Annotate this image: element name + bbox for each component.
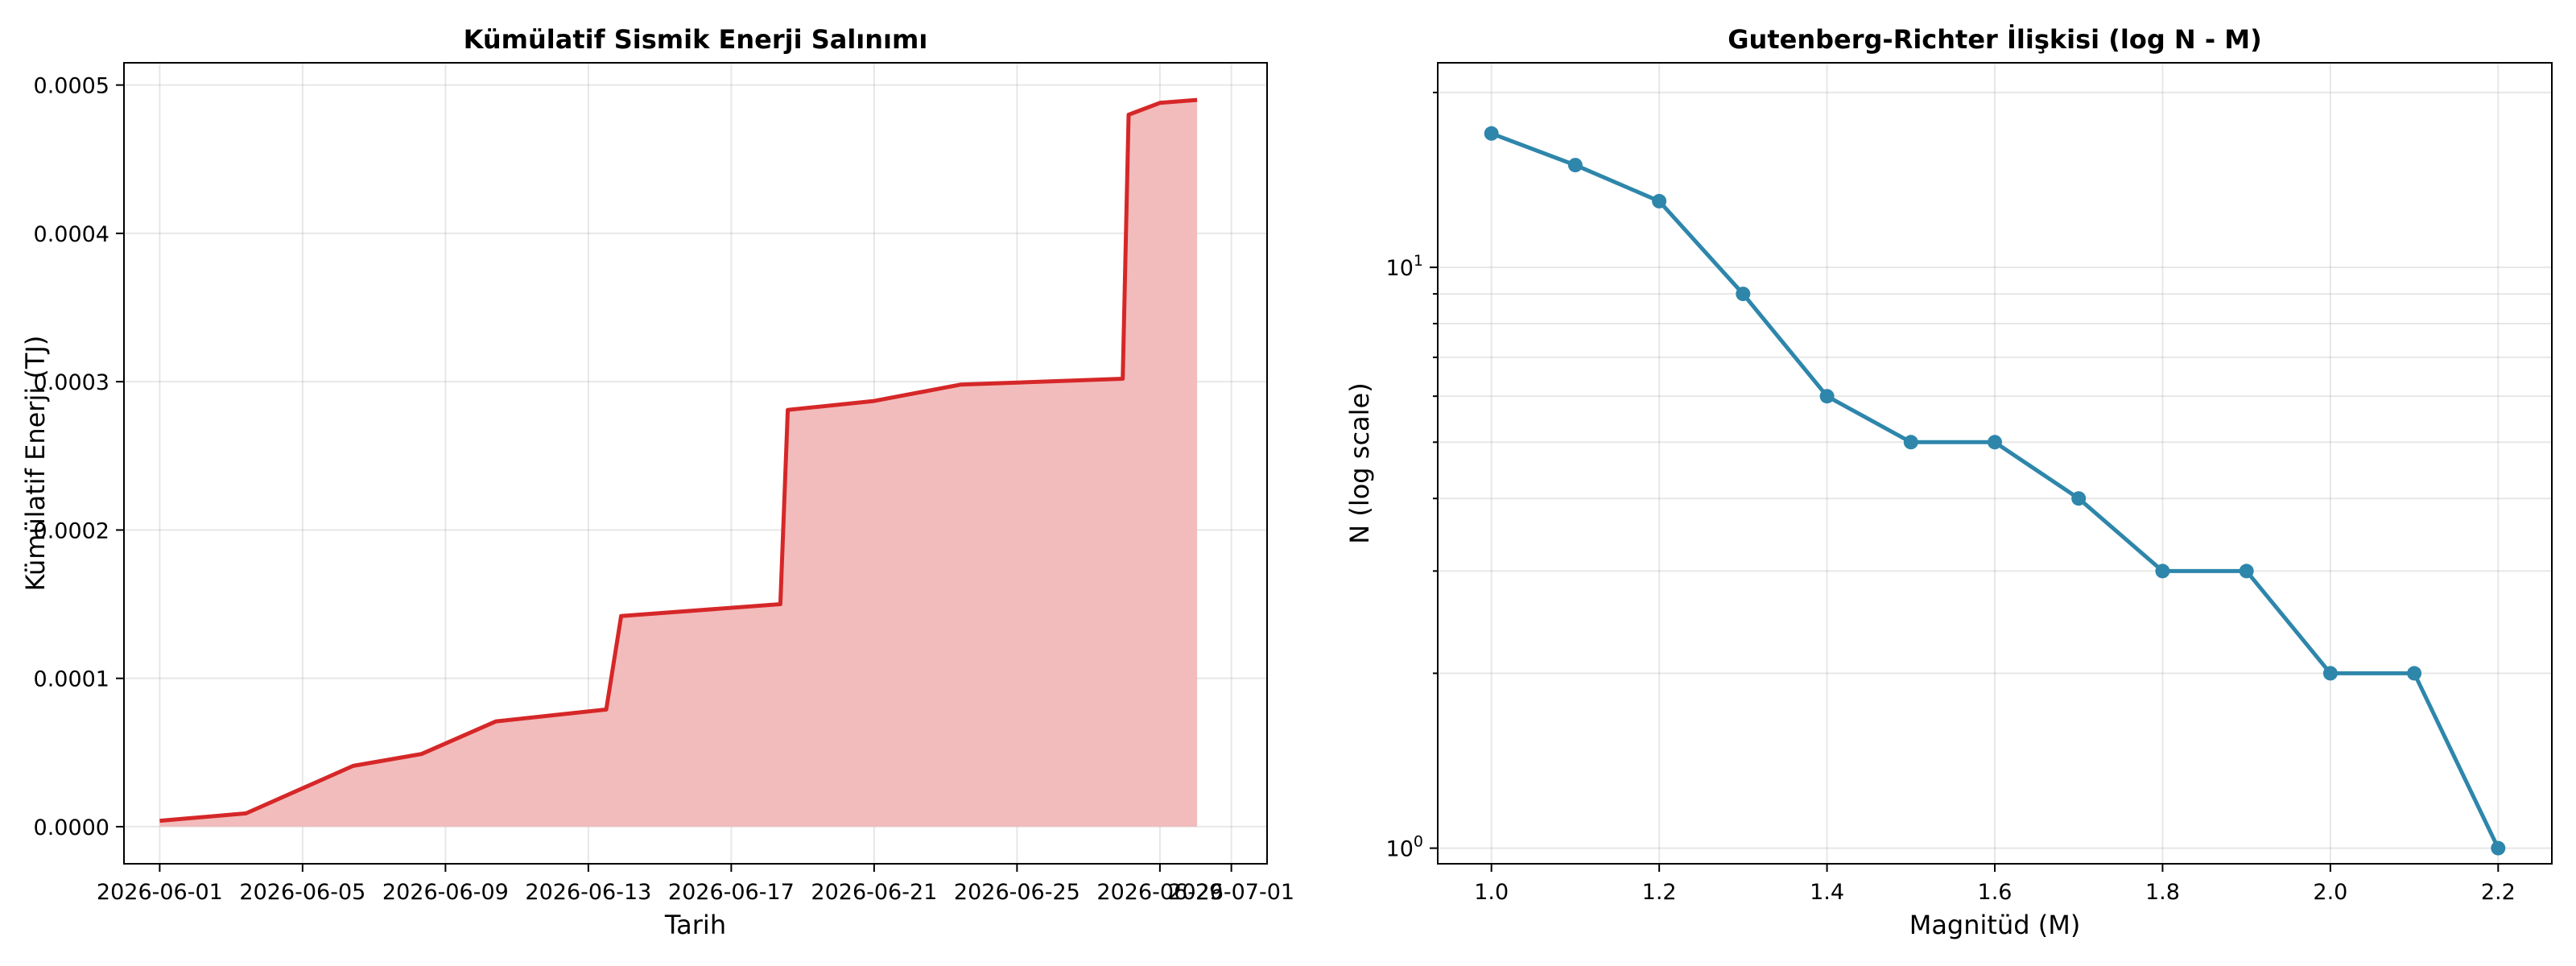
left-chart-title: Kümülatif Sismik Enerji Salınımı <box>464 24 928 55</box>
left-y-tick-label: 0.0005 <box>34 74 109 99</box>
left-x-tick-label: 2026-06-21 <box>811 880 937 905</box>
gutenberg-richter-chart: 1.0 1.2 1.4 1.6 1.8 2.0 2.2 100 101 Gutenberg-Ri… <box>1344 24 2553 940</box>
right-y-tick-label: 100 <box>1386 833 1423 862</box>
right-x-tick-label: 1.4 <box>1810 880 1844 905</box>
gutenberg-richter-point <box>1736 287 1751 302</box>
right-y-axis-label: N (log scale) <box>1344 382 1375 543</box>
right-ticks: 1.0 1.2 1.4 1.6 1.8 2.0 2.2 100 101 <box>1386 91 2516 905</box>
left-y-tick-label: 0.0004 <box>34 222 109 247</box>
gutenberg-richter-point <box>2239 564 2254 579</box>
gutenberg-richter-point <box>1903 435 1918 450</box>
left-y-tick-label: 0.0002 <box>34 518 109 543</box>
cumulative-energy-area <box>159 100 1198 827</box>
right-x-tick-label: 2.0 <box>2313 880 2347 905</box>
right-axes-frame <box>1437 62 2553 865</box>
right-y-tick-label: 101 <box>1386 252 1423 281</box>
right-x-tick-label: 1.6 <box>1978 880 2013 905</box>
gutenberg-richter-point <box>2071 491 2087 506</box>
left-axes-frame <box>123 62 1268 865</box>
left-y-tick-label: 0.0001 <box>34 667 109 692</box>
left-x-tick-label: 2026-06-05 <box>239 880 365 905</box>
left-ticks: 2026-06-01 2026-06-05 2026-06-09 2026-06-13… <box>34 74 1295 905</box>
gutenberg-richter-point <box>1484 126 1499 141</box>
right-gridlines <box>1438 63 2552 864</box>
right-x-tick-label: 2.2 <box>2481 880 2516 905</box>
left-x-tick-label: 2026-06-01 <box>97 880 223 905</box>
gutenberg-richter-points <box>1484 126 2506 856</box>
left-x-axis-label: Tarih <box>664 910 726 940</box>
left-x-tick-label: 2026-07-01 <box>1168 880 1294 905</box>
gutenberg-richter-point <box>2322 666 2338 681</box>
left-x-tick-label: 2026-06-17 <box>668 880 795 905</box>
right-x-tick-label: 1.0 <box>1474 880 1509 905</box>
gutenberg-richter-point <box>1567 158 1583 173</box>
gutenberg-richter-point <box>1819 389 1835 404</box>
cumulative-energy-chart: 2026-06-01 2026-06-05 2026-06-09 2026-06-13… <box>20 24 1294 940</box>
gutenberg-richter-point <box>2407 666 2422 681</box>
right-x-axis-label: Magnitüd (M) <box>1909 910 2081 940</box>
left-x-tick-label: 2026-06-09 <box>382 880 509 905</box>
left-y-axis-label: Kümülatif Enerji (TJ) <box>20 336 51 592</box>
cumulative-energy-line <box>159 97 1198 824</box>
right-x-tick-label: 1.2 <box>1642 880 1677 905</box>
left-x-tick-label: 2026-06-29 <box>1096 880 1223 905</box>
gutenberg-richter-point <box>1652 193 1667 208</box>
right-chart-title: Gutenberg-Richter İlişkisi (log N - M) <box>1728 24 2261 55</box>
left-y-tick-label: 0.0003 <box>34 370 109 395</box>
gutenberg-richter-point <box>1988 435 2002 450</box>
gutenberg-richter-point <box>2491 840 2506 856</box>
right-x-tick-label: 1.8 <box>2145 880 2180 905</box>
left-y-tick-label: 0.0000 <box>34 815 109 840</box>
gutenberg-richter-point <box>2155 564 2170 579</box>
left-x-tick-label: 2026-06-25 <box>954 880 1080 905</box>
left-x-tick-label: 2026-06-13 <box>525 880 651 905</box>
